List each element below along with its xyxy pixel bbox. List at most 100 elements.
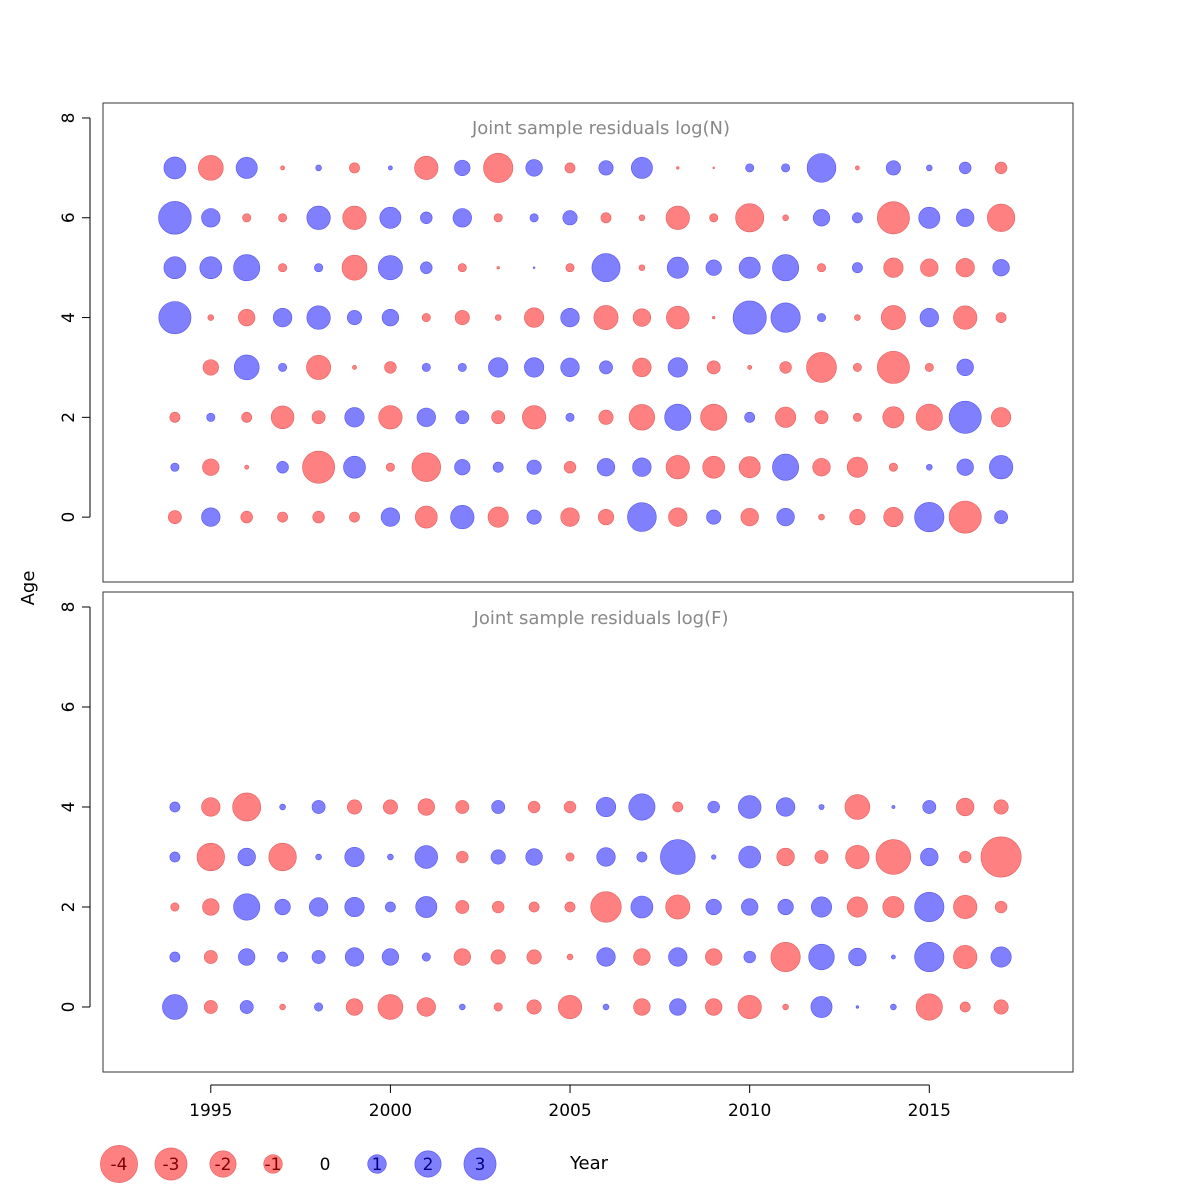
residual-bubble-negative <box>421 313 431 323</box>
residual-bubble-positive <box>705 898 722 916</box>
residual-bubble-negative <box>638 264 646 271</box>
x-axis-label: Year <box>569 1153 609 1174</box>
legend-label: -3 <box>163 1155 180 1175</box>
residual-bubble-negative <box>453 948 471 966</box>
residual-bubble-negative <box>709 213 719 223</box>
residual-bubble-positive <box>948 400 982 434</box>
residual-bubble-positive <box>488 357 509 378</box>
residual-bubble-positive <box>163 256 187 280</box>
legend-label: -4 <box>111 1155 128 1175</box>
residual-bubble-negative <box>948 500 982 534</box>
residual-bubble-negative <box>377 994 404 1020</box>
x-tick-label: 2005 <box>548 1101 591 1121</box>
residual-bubble-positive <box>811 896 832 918</box>
residual-bubble-negative <box>712 315 716 320</box>
residual-bubble-positive <box>455 410 470 425</box>
residual-bubble-negative <box>306 354 332 380</box>
residual-bubble-positive <box>926 164 933 172</box>
residual-bubble-negative <box>342 205 367 230</box>
residual-bubble-negative <box>566 953 574 961</box>
residual-bubble-positive <box>818 804 825 810</box>
residual-bubble-positive <box>532 266 536 269</box>
residual-bubble-positive <box>956 458 974 476</box>
residual-bubble-negative <box>737 994 762 1020</box>
residual-bubble-positive <box>381 948 400 966</box>
residual-bubble-negative <box>665 455 690 480</box>
residual-bubble-negative <box>600 212 612 224</box>
residual-bubble-positive <box>344 947 365 967</box>
residual-bubble-negative <box>302 450 336 484</box>
residual-bubble-positive <box>914 941 945 972</box>
residual-bubble-negative <box>378 405 403 430</box>
residual-bubble-positive <box>235 156 258 179</box>
residual-bubble-positive <box>926 463 933 471</box>
residual-bubble-negative <box>352 365 357 370</box>
residual-bubble-negative <box>628 404 656 431</box>
residual-bubble-positive <box>560 357 580 378</box>
residual-bubble-negative <box>349 511 360 523</box>
residual-bubble-positive <box>525 159 543 177</box>
y-tick-label: 2 <box>59 902 79 913</box>
residual-bubble-positive <box>491 800 506 814</box>
residual-bubble-positive <box>560 308 580 328</box>
residual-bubble-positive <box>158 201 192 235</box>
residual-bubble-negative <box>953 305 978 330</box>
residual-bubble-negative <box>705 998 723 1016</box>
residual-bubble-negative <box>980 836 1022 878</box>
residual-bubble-negative <box>270 405 295 429</box>
residual-bubble-negative <box>776 847 795 867</box>
residual-bubble-positive <box>808 943 835 971</box>
residual-bubble-negative <box>494 314 502 321</box>
y-tick-label: 4 <box>59 802 79 813</box>
residual-bubble-positive <box>454 459 471 476</box>
residual-bubble-negative <box>632 357 652 378</box>
residual-bubble-positive <box>492 461 504 473</box>
residual-bubble-negative <box>846 456 868 478</box>
residual-bubble-negative <box>876 201 910 235</box>
residual-bubble-positive <box>524 357 545 378</box>
residual-bubble-positive <box>810 996 833 1018</box>
residual-bubble-positive <box>630 895 654 919</box>
residual-bubble-negative <box>411 452 442 482</box>
residual-bubble-negative <box>311 410 326 425</box>
residual-bubble-negative <box>202 898 220 916</box>
residual-bubble-negative <box>959 850 972 864</box>
residual-bubble-negative <box>487 506 509 528</box>
residual-bubble-negative <box>876 350 910 384</box>
residual-bubble-positive <box>306 205 331 230</box>
residual-bubble-negative <box>882 406 905 429</box>
residual-bubble-negative <box>203 950 218 964</box>
residual-bubble-positive <box>381 308 400 327</box>
residual-bubble-positive <box>817 313 826 323</box>
residual-bubble-positive <box>452 208 472 228</box>
residual-bubble-positive <box>738 795 762 819</box>
residual-bubble-positive <box>169 851 181 863</box>
legend-label: 0 <box>320 1155 331 1175</box>
residual-bubble-positive <box>598 160 614 176</box>
residual-bubble-positive <box>344 896 365 918</box>
residual-bubble-negative <box>456 850 469 864</box>
residual-bubble-positive <box>602 1003 610 1011</box>
residual-bubble-positive <box>379 206 402 229</box>
bubble-layer <box>162 792 1022 1021</box>
residual-bubble-positive <box>158 301 192 335</box>
residual-bubble-positive <box>201 507 221 527</box>
residual-bubble-positive <box>421 952 431 962</box>
x-tick-label: 2010 <box>728 1101 771 1121</box>
residual-bubble-positive <box>565 412 575 422</box>
residual-bubble-positive <box>421 362 431 372</box>
residual-bubble-negative <box>196 842 225 872</box>
residual-bubble-positive <box>591 253 621 283</box>
residual-bubble-negative <box>705 948 723 966</box>
legend-bubble <box>100 1145 138 1183</box>
residual-bubble-positive <box>627 502 657 532</box>
residual-bubble-positive <box>206 412 216 422</box>
residual-bubble-positive <box>414 845 438 869</box>
residual-bubble-negative <box>747 365 753 370</box>
legend-label: -1 <box>265 1155 282 1175</box>
residual-bubble-negative <box>483 152 514 183</box>
residual-bubble-negative <box>526 999 542 1015</box>
y-tick-label: 2 <box>59 412 79 423</box>
residual-bubble-negative <box>457 263 467 273</box>
residual-bubble-negative <box>883 257 904 278</box>
